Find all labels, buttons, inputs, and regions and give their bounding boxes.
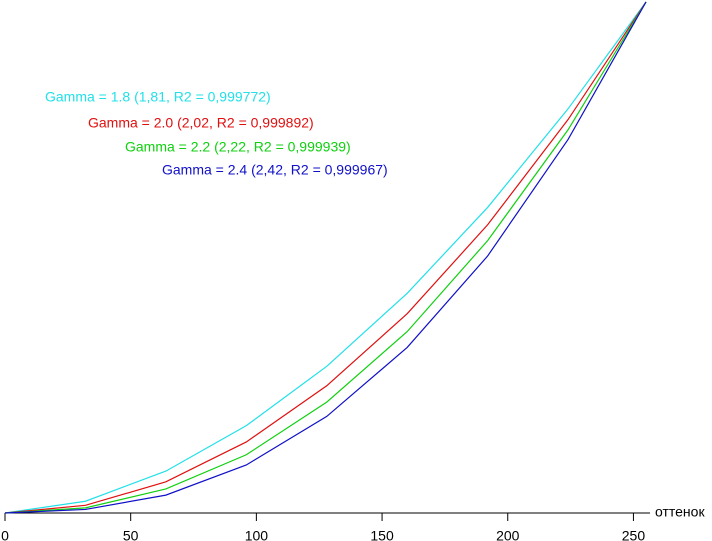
x-tick-label: 150 [370,528,394,541]
series-line [4,1,647,514]
x-tick-label: 200 [496,528,520,541]
legend-entry: Gamma = 2.4 (2,42, R2 = 0,999967) [162,162,388,178]
x-axis-label: оттенок [655,504,705,520]
x-tick-label: 50 [123,528,139,541]
x-tick-label: 0 [1,528,9,541]
series-line [4,1,647,514]
legend-entry: Gamma = 2.2 (2,22, R2 = 0,999939) [125,139,351,155]
legend-entry: Gamma = 2.0 (2,02, R2 = 0,999892) [88,115,314,131]
x-tick-label: 250 [622,528,646,541]
x-tick-label: 100 [245,528,269,541]
series-line [4,1,647,514]
legend-entry: Gamma = 1.8 (1,81, R2 = 0,999772) [45,89,271,105]
series-line [4,1,647,514]
